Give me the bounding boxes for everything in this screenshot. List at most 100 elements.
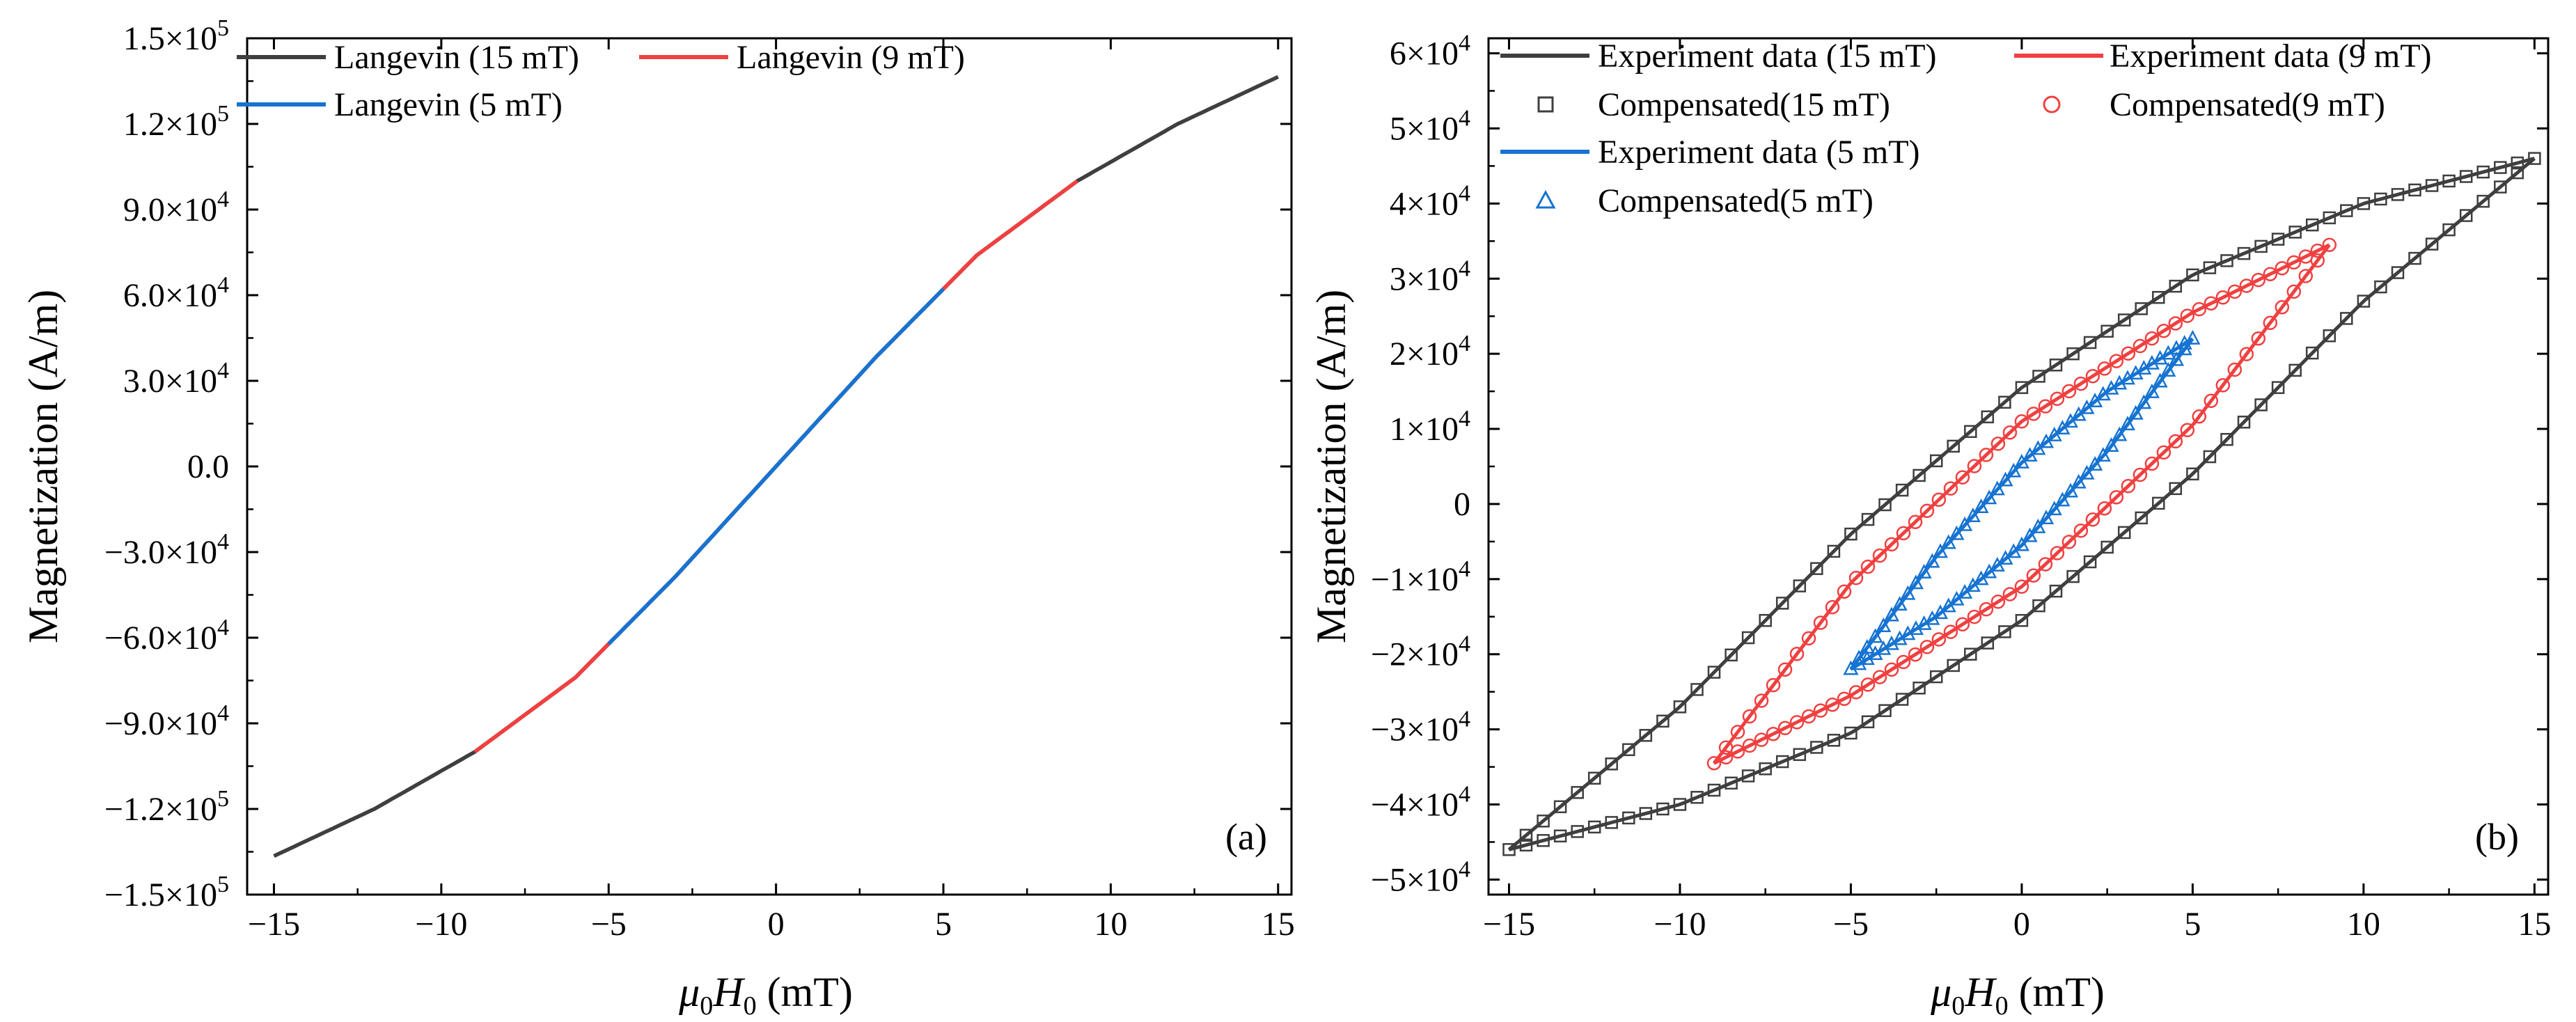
b-marker-compensated-5-mt- (2079, 464, 2095, 480)
b-marker-compensated-15-mt- (2066, 347, 2080, 361)
b-marker-compensated-9-mt- (1967, 459, 1982, 473)
b-marker-compensated-15-mt- (2476, 165, 2490, 179)
b-marker-compensated-15-mt- (2374, 192, 2387, 206)
b-marker-compensated-5-mt- (1997, 471, 2013, 487)
b-marker-compensated-15-mt- (2391, 188, 2405, 201)
b-panel-label: (b) (2475, 816, 2519, 858)
a-x-tick-label: −5 (591, 906, 627, 943)
b-legend-label-comp-5mT: Compensated(5 mT) (1598, 182, 1874, 219)
b-marker-compensated-15-mt- (2357, 197, 2371, 210)
b-marker-compensated-15-mt- (1741, 631, 1755, 645)
b-marker-compensated-5-mt- (1989, 480, 2005, 496)
b-marker-compensated-9-mt- (1789, 647, 1805, 661)
b-marker-compensated-5-mt- (1989, 556, 2005, 572)
b-marker-compensated-15-mt- (1673, 798, 1687, 811)
b-marker-compensated-15-mt- (2271, 381, 2285, 394)
b-marker-compensated-5-mt- (2055, 420, 2071, 435)
b-marker-compensated-5-mt- (2103, 379, 2119, 395)
b-marker-compensated-9-mt- (2144, 456, 2160, 471)
b-marker-compensated-15-mt- (2374, 280, 2387, 294)
b-marker-compensated-9-mt- (1777, 721, 1793, 736)
b-legend-label-comp-9mT: Compensated(9 mT) (2110, 86, 2385, 123)
b-y-tick-label: −5×104 (1371, 856, 1470, 898)
b-marker-compensated-15-mt- (2169, 279, 2183, 293)
b-marker-compensated-5-mt- (2185, 329, 2201, 345)
b-marker-compensated-15-mt- (2340, 312, 2353, 325)
b-marker-compensated-5-mt- (2168, 351, 2185, 366)
b-marker-compensated-9-mt- (1884, 662, 1899, 677)
b-x-tick-label: −10 (1654, 906, 1706, 943)
b-marker-compensated-9-mt- (2085, 369, 2100, 384)
b-y-tick-label: 5×104 (1390, 105, 1470, 147)
b-marker-compensated-9-mt- (1979, 448, 1994, 462)
b-marker-compensated-5-mt- (2103, 437, 2119, 452)
b-marker-compensated-9-mt- (2239, 347, 2254, 361)
a-x-tick-label: −10 (415, 906, 467, 943)
b-marker-compensated-15-mt- (1639, 807, 1653, 820)
b-marker-compensated-9-mt- (2014, 414, 2029, 429)
a-legend-label-15mT: Langevin (15 mT) (334, 39, 579, 76)
b-marker-compensated-9-mt- (2050, 391, 2065, 407)
b-marker-compensated-9-mt- (2227, 284, 2243, 299)
b-marker-compensated-15-mt- (2049, 359, 2063, 372)
b-marker-compensated-9-mt- (2097, 501, 2112, 516)
b-marker-compensated-15-mt- (2186, 467, 2199, 481)
b-marker-compensated-9-mt- (2097, 361, 2112, 376)
b-marker-compensated-9-mt- (2180, 308, 2195, 323)
b-marker-compensated-15-mt- (2288, 363, 2302, 377)
b-marker-compensated-5-mt- (2136, 360, 2152, 375)
b-marker-compensated-9-mt- (2298, 269, 2314, 283)
b-marker-compensated-5-mt- (1851, 650, 1867, 665)
b-marker-compensated-9-mt- (2322, 237, 2337, 252)
b-marker-compensated-15-mt- (2049, 584, 2063, 598)
b-marker-compensated-5-mt- (2136, 394, 2152, 409)
b-marker-compensated-9-mt- (1908, 647, 1923, 662)
b-marker-compensated-9-mt- (1730, 744, 1745, 759)
b-marker-compensated-9-mt- (1860, 677, 1876, 692)
b-x-tick-label: −15 (1483, 906, 1535, 943)
b-marker-compensated-9-mt- (2275, 300, 2290, 315)
b-marker-compensated-9-mt- (2251, 272, 2266, 288)
b-marker-compensated-15-mt- (2015, 613, 2029, 627)
b-marker-compensated-9-mt- (2204, 393, 2219, 409)
b-marker-compensated-15-mt- (1690, 683, 1704, 696)
a-axis-ticks: −15 −10 −5 0 5 10 15 1.5×105 1.2×105 9.0×104 6.0×1… (104, 15, 1295, 943)
b-legend-marker-comp-5mT (1535, 189, 1556, 209)
b-marker-compensated-15-mt- (1998, 395, 2011, 409)
b-marker-compensated-15-mt- (1587, 820, 1601, 834)
b-x-tick-label: 0 (2013, 906, 2030, 943)
b-marker-compensated-9-mt- (1718, 750, 1734, 765)
b-marker-compensated-5-mt- (2046, 426, 2062, 441)
b-marker-compensated-5-mt- (2087, 456, 2103, 471)
b-marker-compensated-9-mt- (2168, 434, 2183, 449)
b-marker-compensated-15-mt- (1587, 771, 1601, 785)
b-marker-compensated-5-mt- (2160, 362, 2176, 377)
b-marker-compensated-15-mt- (2117, 526, 2131, 540)
b-marker-compensated-5-mt- (2144, 354, 2160, 370)
b-marker-compensated-5-mt- (2119, 416, 2135, 431)
b-marker-compensated-5-mt- (2087, 393, 2103, 407)
b-marker-compensated-9-mt- (1896, 654, 1911, 670)
b-marker-compensated-9-mt- (1825, 599, 1840, 615)
b-marker-compensated-9-mt- (1955, 470, 1970, 485)
b-marker-compensated-9-mt- (2121, 346, 2136, 361)
b-marker-compensated-9-mt- (2133, 338, 2148, 354)
b-marker-compensated-9-mt- (2180, 423, 2195, 438)
b-marker-compensated-15-mt- (1537, 834, 1550, 847)
b-marker-compensated-15-mt- (2271, 233, 2285, 246)
b-legend-label-exp-5mT: Experiment data (5 mT) (1598, 134, 1920, 171)
b-marker-compensated-5-mt- (2152, 372, 2168, 388)
a-legend: Langevin (15 mT) Langevin (9 mT) Langevi… (237, 39, 965, 123)
b-marker-compensated-5-mt- (1932, 543, 1949, 558)
b-marker-compensated-9-mt- (1754, 732, 1769, 747)
b-legend-label-exp-15mT: Experiment data (15 mT) (1598, 38, 1937, 74)
a-x-tick-label: 10 (1094, 906, 1127, 943)
b-marker-compensated-9-mt- (2002, 587, 2018, 602)
b-marker-compensated-15-mt- (2391, 266, 2405, 279)
b-marker-compensated-9-mt- (1919, 640, 1935, 654)
b-marker-compensated-15-mt- (1844, 527, 1858, 541)
b-marker-compensated-15-mt- (2425, 179, 2439, 192)
b-marker-compensated-9-mt- (1766, 726, 1781, 741)
b-marker-compensated-15-mt- (1571, 786, 1584, 799)
b-marker-compensated-15-mt- (1827, 544, 1841, 558)
